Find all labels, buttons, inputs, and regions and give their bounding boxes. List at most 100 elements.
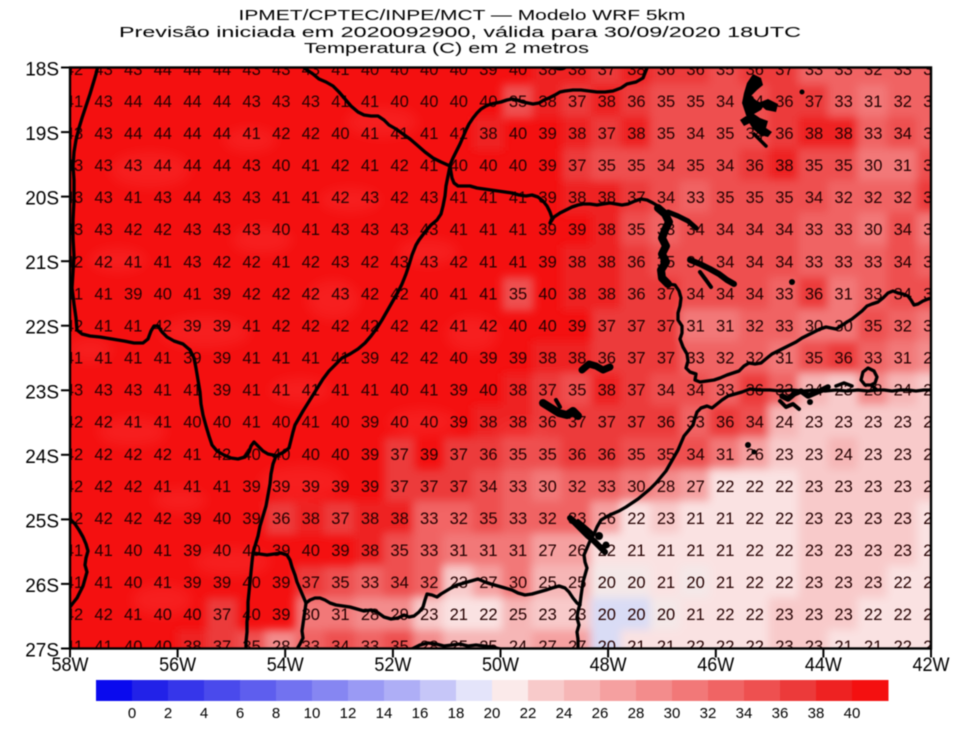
svg-text:41: 41 [331,382,349,400]
svg-text:23: 23 [923,414,941,432]
svg-text:21: 21 [716,510,734,528]
svg-text:41: 41 [302,221,320,239]
svg-text:30: 30 [627,478,645,496]
svg-text:35: 35 [657,93,675,111]
svg-text:37: 37 [775,61,793,79]
svg-text:37: 37 [568,157,586,175]
svg-text:40: 40 [420,61,438,79]
svg-text:44: 44 [183,125,201,143]
svg-text:35: 35 [509,446,527,464]
svg-text:42: 42 [272,125,290,143]
svg-text:12: 12 [340,705,357,722]
svg-text:41: 41 [272,189,290,207]
svg-text:39: 39 [183,350,201,368]
svg-text:41: 41 [242,350,260,368]
svg-text:41: 41 [124,350,142,368]
svg-text:41: 41 [213,478,231,496]
svg-text:40: 40 [509,157,527,175]
svg-text:18S: 18S [25,60,59,81]
svg-text:34: 34 [716,253,734,271]
svg-text:38: 38 [568,253,586,271]
svg-text:39: 39 [183,510,201,528]
svg-text:41: 41 [479,285,497,303]
svg-text:23: 23 [864,414,882,432]
svg-text:21: 21 [686,606,704,624]
svg-text:24: 24 [509,638,527,656]
svg-text:22: 22 [746,606,764,624]
svg-text:37: 37 [627,350,645,368]
svg-text:39: 39 [538,125,556,143]
svg-text:37: 37 [538,382,556,400]
svg-text:44: 44 [213,125,231,143]
svg-text:32: 32 [864,61,882,79]
svg-text:30: 30 [538,478,556,496]
svg-text:21: 21 [627,542,645,560]
svg-text:21: 21 [686,510,704,528]
svg-text:42: 42 [390,350,408,368]
svg-text:33: 33 [834,253,852,271]
svg-text:35: 35 [390,542,408,560]
svg-text:26: 26 [746,446,764,464]
svg-text:23: 23 [834,414,852,432]
svg-text:34: 34 [390,574,408,592]
svg-text:41: 41 [124,189,142,207]
svg-text:23: 23 [864,510,882,528]
svg-text:35: 35 [627,446,645,464]
svg-text:40: 40 [183,606,201,624]
svg-text:36: 36 [834,350,852,368]
svg-text:36: 36 [746,157,764,175]
svg-text:43: 43 [390,221,408,239]
svg-text:40: 40 [331,446,349,464]
svg-text:37: 37 [568,414,586,432]
svg-text:37: 37 [331,510,349,528]
svg-text:42: 42 [94,414,112,432]
svg-text:21: 21 [657,638,675,656]
svg-text:39: 39 [509,350,527,368]
svg-text:27: 27 [538,542,556,560]
svg-text:40: 40 [509,125,527,143]
svg-text:33: 33 [894,61,912,79]
svg-text:IPMET/CPTEC/INPE/MCT — Modelo: IPMET/CPTEC/INPE/MCT — Modelo WRF 5km [239,7,686,24]
svg-text:20: 20 [627,606,645,624]
svg-text:40: 40 [154,285,172,303]
svg-text:34: 34 [686,382,704,400]
svg-text:23: 23 [834,542,852,560]
svg-text:14: 14 [376,705,393,722]
svg-text:48W: 48W [590,655,627,676]
svg-text:23: 23 [834,478,852,496]
svg-text:31: 31 [716,317,734,335]
svg-text:41: 41 [479,253,497,271]
svg-text:43: 43 [331,221,349,239]
svg-text:36: 36 [598,446,616,464]
svg-text:34: 34 [716,285,734,303]
svg-text:8: 8 [272,705,280,722]
svg-text:33: 33 [805,253,823,271]
svg-text:42: 42 [65,414,83,432]
svg-text:42: 42 [272,317,290,335]
svg-text:42W: 42W [913,655,950,676]
svg-text:23: 23 [864,542,882,560]
svg-text:42: 42 [154,446,172,464]
svg-text:41: 41 [154,478,172,496]
svg-text:33: 33 [686,350,704,368]
svg-text:40: 40 [538,317,556,335]
svg-text:41: 41 [65,542,83,560]
svg-text:41: 41 [420,125,438,143]
svg-text:40: 40 [450,157,468,175]
svg-text:36: 36 [479,446,497,464]
svg-text:40: 40 [183,414,201,432]
svg-text:18: 18 [448,705,465,722]
svg-text:43: 43 [272,61,290,79]
svg-text:42: 42 [302,285,320,303]
svg-text:33: 33 [923,93,941,111]
svg-text:23: 23 [834,574,852,592]
svg-text:6: 6 [236,705,244,722]
svg-text:41: 41 [509,221,527,239]
svg-text:42: 42 [94,510,112,528]
svg-text:33: 33 [864,125,882,143]
svg-text:33: 33 [420,510,438,528]
svg-text:30: 30 [864,157,882,175]
svg-text:20: 20 [598,638,616,656]
svg-text:34: 34 [686,125,704,143]
svg-text:38: 38 [361,542,379,560]
